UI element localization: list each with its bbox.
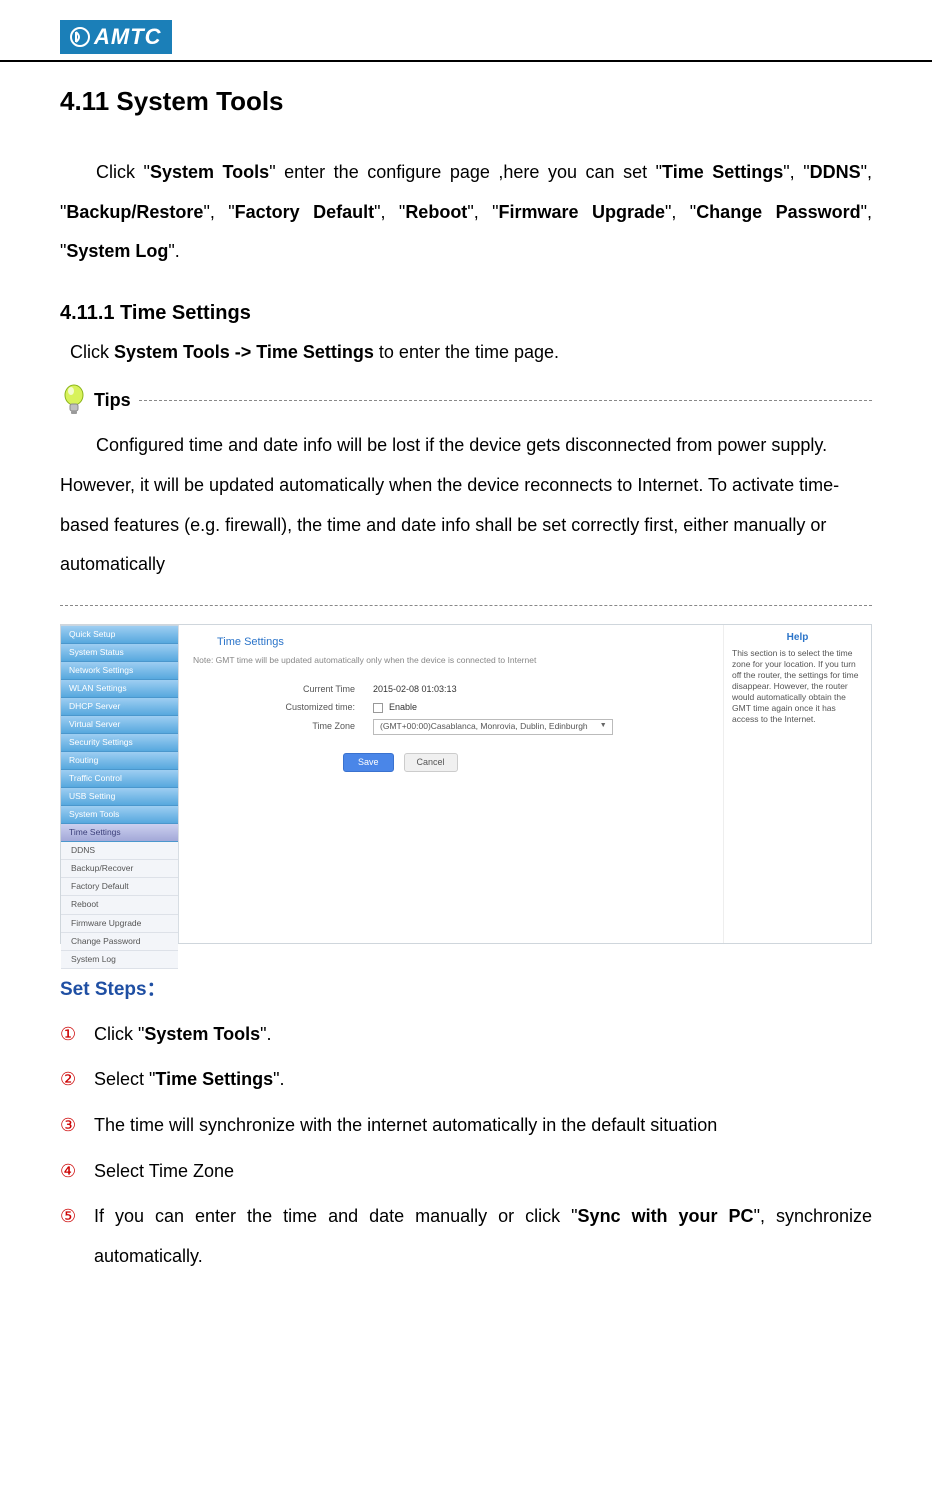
- ui-sidebar-primary: Quick SetupSystem StatusNetwork Settings…: [61, 626, 178, 825]
- step-text: If you can enter the time and date manua…: [94, 1197, 872, 1276]
- enable-checkbox[interactable]: [373, 703, 383, 713]
- ui-help-body: This section is to select the time zone …: [732, 648, 863, 725]
- step-text: Select "Time Settings".: [94, 1060, 872, 1100]
- step-number: ④: [60, 1152, 94, 1192]
- sidebar-subitem[interactable]: Change Password: [61, 933, 178, 951]
- step-number: ①: [60, 1015, 94, 1055]
- sidebar-subitem[interactable]: Factory Default: [61, 878, 178, 896]
- sidebar-subitem[interactable]: Reboot: [61, 896, 178, 914]
- step-number: ②: [60, 1060, 94, 1100]
- sidebar-item[interactable]: Quick Setup: [61, 626, 178, 644]
- steps-title: Set Steps：: [60, 974, 872, 1001]
- ui-sidebar: Quick SetupSystem StatusNetwork Settings…: [61, 625, 179, 943]
- sidebar-subitem[interactable]: System Log: [61, 951, 178, 969]
- sidebar-item[interactable]: Traffic Control: [61, 770, 178, 788]
- save-button[interactable]: Save: [343, 753, 394, 773]
- sidebar-subitem[interactable]: Firmware Upgrade: [61, 915, 178, 933]
- step-item: ②Select "Time Settings".: [60, 1060, 872, 1100]
- ui-center-pane: Time Settings Note: GMT time will be upd…: [179, 625, 723, 943]
- ui-row-current-time: Current Time 2015-02-08 01:03:13: [193, 684, 709, 696]
- step-item: ⑤If you can enter the time and date manu…: [60, 1197, 872, 1276]
- tips-header: Tips: [60, 382, 872, 418]
- sidebar-item[interactable]: WLAN Settings: [61, 680, 178, 698]
- ui-row-timezone: Time Zone (GMT+00:00)Casablanca, Monrovi…: [193, 719, 709, 734]
- tips-dashline: [139, 400, 872, 401]
- sidebar-item[interactable]: DHCP Server: [61, 698, 178, 716]
- ui-value-current-time: 2015-02-08 01:03:13: [373, 684, 457, 696]
- ui-note: Note: GMT time will be updated automatic…: [193, 655, 709, 666]
- step-text: Click "System Tools".: [94, 1015, 872, 1055]
- ui-label-timezone: Time Zone: [193, 721, 373, 733]
- lightbulb-icon: [60, 382, 88, 418]
- step-text: Select Time Zone: [94, 1152, 872, 1192]
- ui-value-customized: Enable: [373, 702, 417, 714]
- sidebar-subitem[interactable]: Backup/Recover: [61, 860, 178, 878]
- sidebar-item[interactable]: Network Settings: [61, 662, 178, 680]
- step-number: ⑤: [60, 1197, 94, 1237]
- step-number: ③: [60, 1106, 94, 1146]
- tips-label: Tips: [94, 390, 131, 411]
- ui-row-customized: Customized time: Enable: [193, 702, 709, 714]
- brand-logo: AMTC: [60, 20, 172, 54]
- ui-sidebar-sub: DDNSBackup/RecoverFactory DefaultRebootF…: [61, 842, 178, 968]
- cancel-button[interactable]: Cancel: [404, 753, 458, 773]
- header-divider: [0, 60, 932, 62]
- sidebar-item[interactable]: System Status: [61, 644, 178, 662]
- ui-value-timezone: (GMT+00:00)Casablanca, Monrovia, Dublin,…: [373, 719, 613, 734]
- section-title: 4.11 System Tools: [60, 86, 872, 117]
- ui-help-title: Help: [732, 631, 863, 644]
- ui-help-pane: Help This section is to select the time …: [723, 625, 871, 943]
- subsection-lead: Click System Tools -> Time Settings to e…: [60, 333, 872, 373]
- ui-label-current-time: Current Time: [193, 684, 373, 696]
- step-item: ①Click "System Tools".: [60, 1015, 872, 1055]
- ui-sidebar-active-wrap: Time Settings: [61, 824, 178, 842]
- header-bar: AMTC: [0, 20, 932, 54]
- step-item: ④Select Time Zone: [60, 1152, 872, 1192]
- steps-list: ①Click "System Tools".②Select "Time Sett…: [60, 1015, 872, 1277]
- sidebar-item[interactable]: System Tools: [61, 806, 178, 824]
- sidebar-item[interactable]: Routing: [61, 752, 178, 770]
- tips-body: Configured time and date info will be lo…: [60, 426, 872, 584]
- sidebar-item[interactable]: Virtual Server: [61, 716, 178, 734]
- ui-pane-title: Time Settings: [217, 635, 709, 649]
- ui-main: Time Settings Note: GMT time will be upd…: [179, 625, 871, 943]
- step-item: ③The time will synchronize with the inte…: [60, 1106, 872, 1146]
- sidebar-item[interactable]: USB Setting: [61, 788, 178, 806]
- ui-label-customized: Customized time:: [193, 702, 373, 714]
- logo-text: AMTC: [94, 24, 162, 50]
- step-text: The time will synchronize with the inter…: [94, 1106, 872, 1146]
- sidebar-subitem[interactable]: DDNS: [61, 842, 178, 860]
- logo-icon: [70, 27, 90, 47]
- timezone-select[interactable]: (GMT+00:00)Casablanca, Monrovia, Dublin,…: [373, 719, 613, 734]
- intro-paragraph: Click "System Tools" enter the configure…: [60, 153, 872, 272]
- subsection-title: 4.11.1 Time Settings: [60, 302, 872, 325]
- embedded-screenshot: Quick SetupSystem StatusNetwork Settings…: [60, 624, 872, 944]
- sidebar-item[interactable]: Security Settings: [61, 734, 178, 752]
- sidebar-item-time-settings[interactable]: Time Settings: [61, 824, 178, 842]
- tips-dashline-end: [60, 605, 872, 606]
- ui-button-row: Save Cancel: [343, 753, 709, 773]
